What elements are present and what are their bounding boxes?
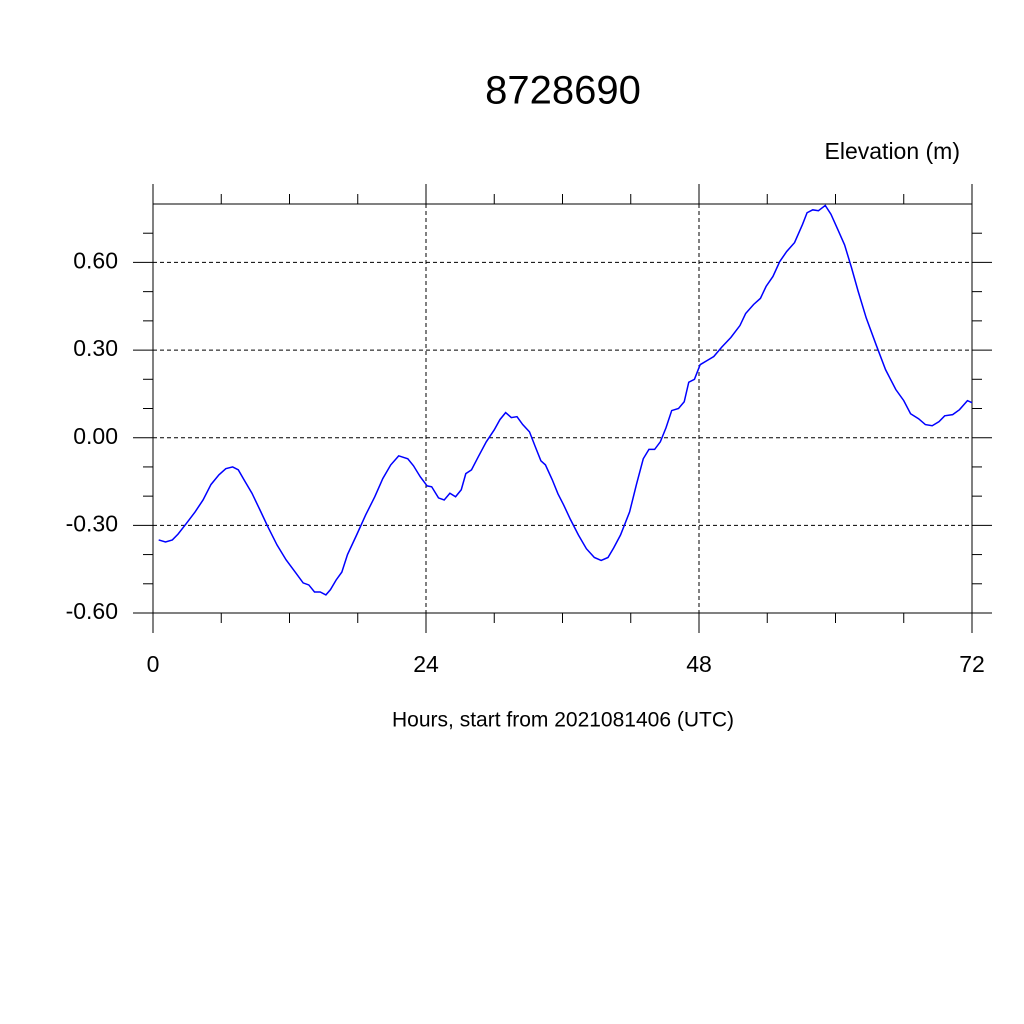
x-tick-label: 24	[413, 651, 439, 677]
y-axis-title: Elevation (m)	[825, 138, 960, 164]
x-tick-label: 72	[959, 651, 985, 677]
chart-title: 8728690	[485, 69, 641, 113]
y-tick-label: -0.30	[66, 510, 118, 536]
data-line	[158, 204, 973, 596]
y-tick-label: -0.60	[66, 598, 118, 624]
x-tick-label: 48	[686, 651, 712, 677]
x-axis-title: Hours, start from 2021081406 (UTC)	[392, 709, 734, 732]
y-tick-label: 0.60	[73, 248, 118, 274]
x-tick-label: 0	[147, 651, 160, 677]
y-tick-label: 0.00	[73, 423, 118, 449]
y-tick-label: 0.30	[73, 335, 118, 361]
